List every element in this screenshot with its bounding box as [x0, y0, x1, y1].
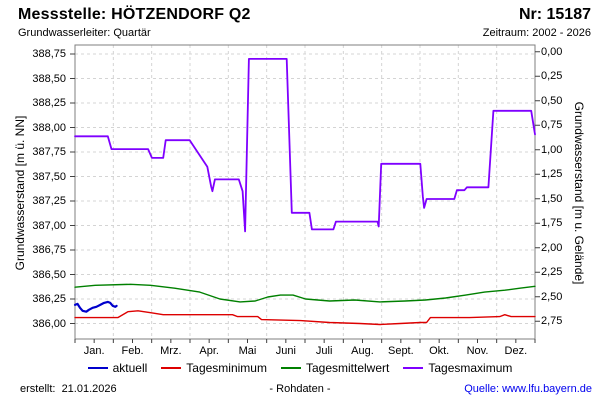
x-month-label: Nov.: [466, 345, 489, 357]
y-right-tick-label: 0,00: [541, 45, 563, 58]
y-left-tick-label: 387,50: [32, 170, 66, 183]
y-left-tick-label: 387,75: [32, 146, 66, 158]
x-month-label: Juli: [315, 345, 333, 357]
tagesmittelwert-line-swatch: [280, 367, 301, 369]
axis-ticks: [70, 51, 540, 343]
x-month-label: Sept.: [387, 345, 414, 357]
y-left-tick-label: 387,25: [32, 195, 66, 207]
y-left-tick-label: 386,25: [32, 293, 66, 305]
x-month-label: Aug.: [351, 345, 374, 357]
y-left-tick-label: 387,00: [32, 219, 66, 232]
legend-item-aktuell: aktuell: [87, 361, 148, 375]
y-right-tick-label: 2,50: [541, 290, 563, 303]
y-left-tick-label: 388,00: [32, 121, 66, 134]
legend-label: Tagesminimum: [186, 361, 267, 375]
period-label: Zeitraum: 2002 - 2026: [482, 27, 591, 39]
y-left-tick-label: 388,25: [32, 97, 66, 109]
series-line-Tagesminimum: [74, 310, 536, 326]
legend-label: Tagesmaximum: [428, 361, 513, 375]
series-line-aktuell: [73, 300, 118, 313]
x-month-label: Mai: [238, 345, 257, 357]
y-right-tick-label: 0,75: [541, 119, 563, 132]
y-right-tick-label: 1,25: [541, 168, 563, 181]
x-month-label: Okt.: [429, 345, 450, 357]
y-left-tick-label: 386,00: [32, 317, 66, 330]
tagesminimum-line-swatch: [161, 367, 182, 369]
legend-item-tagesmaximum: Tagesmaximum: [403, 361, 512, 375]
aquifer-label: Grundwasserleiter: Quartär: [18, 27, 151, 39]
series-line-Tagesmittelwert: [74, 283, 536, 303]
y-right-tick-label: 0,25: [541, 70, 563, 83]
y-axis-right-title: Grundwasserstand [m u. Gelände]: [572, 101, 586, 285]
y-right-tick-label: 0,50: [541, 94, 563, 107]
x-month-label: Dez.: [504, 345, 528, 357]
legend: aktuell Tagesminimum Tagesmittelwert Tag…: [0, 361, 600, 375]
y-left-tick-label: 386,75: [32, 244, 66, 256]
x-month-label: Mrz.: [160, 345, 182, 357]
created-date: erstellt: 21.01.2026: [20, 383, 117, 395]
y-right-tick-label: 2,00: [541, 241, 563, 254]
legend-label: aktuell: [112, 361, 148, 375]
y-right-tick-label: 1,75: [541, 217, 563, 230]
y-left-tick-label: 388,75: [32, 48, 66, 60]
y-right-tick-label: 2,75: [541, 315, 563, 328]
x-month-label: Apr.: [199, 345, 219, 357]
legend-item-tagesmittelwert: Tagesmittelwert: [280, 361, 390, 375]
station-number: Nr: 15187: [518, 6, 591, 23]
tagesmaximum-line-swatch: [403, 367, 424, 369]
legend-label: Tagesmittelwert: [305, 361, 390, 375]
source-link[interactable]: Quelle: www.lfu.bayern.de: [464, 383, 592, 395]
y-left-tick-label: 386,50: [32, 268, 66, 281]
x-month-label: Jan.: [83, 345, 105, 357]
y-axis-left-title: Grundwasserstand [m ü. NN]: [13, 115, 27, 271]
page-title: Messstelle: HÖTZENDORF Q2: [18, 6, 251, 23]
y-right-tick-label: 2,25: [541, 266, 563, 279]
series-line-Tagesmaximum: [74, 58, 536, 233]
x-month-label: Juni: [275, 345, 296, 357]
y-right-tick-label: 1,00: [541, 143, 563, 156]
x-month-label: Feb.: [121, 345, 144, 357]
y-right-tick-label: 1,50: [541, 192, 563, 205]
legend-item-tagesminimum: Tagesminimum: [161, 361, 267, 375]
y-left-tick-label: 388,50: [32, 72, 66, 85]
aktuell-line-swatch: [87, 367, 108, 369]
data-type-label: - Rohdaten -: [269, 383, 331, 395]
